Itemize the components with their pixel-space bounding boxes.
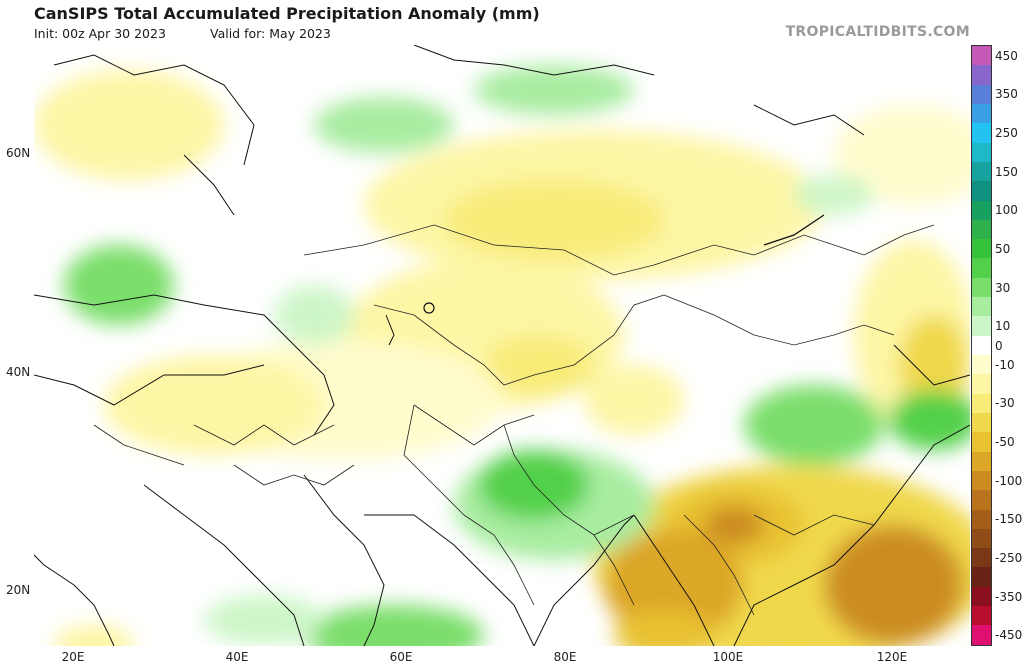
colorbar-label: -250: [995, 551, 1023, 566]
colorbar-swatch: [972, 567, 991, 587]
colorbar-swatch: [972, 412, 991, 433]
valid-time: Valid for: May 2023: [210, 26, 331, 41]
lon-label-20e: 20E: [61, 650, 85, 664]
colorbar-label: -350: [995, 589, 1023, 604]
colorbar-swatch: [972, 432, 991, 452]
colorbar-swatch: [972, 625, 991, 645]
borders: [93, 224, 935, 616]
colorbar-label: 30: [995, 280, 1011, 295]
init-time: Init: 00z Apr 30 2023: [34, 26, 166, 41]
colorbar-label: 100: [995, 203, 1018, 218]
colorbar-swatch: [972, 123, 991, 143]
colorbar-swatch: [972, 490, 991, 510]
colorbar-swatch: [972, 528, 991, 549]
lat-label-20n: 20N: [6, 583, 31, 597]
colorbar-label: 50: [995, 241, 1011, 256]
colorbar-label: 150: [995, 164, 1018, 179]
colorbar-swatch: [972, 239, 991, 259]
colorbar-swatch: [972, 393, 991, 413]
anomaly-field: [34, 65, 970, 646]
lat-label-60n: 60N: [6, 146, 31, 160]
colorbar-swatch: [972, 142, 991, 162]
colorbar-swatch: [972, 548, 991, 568]
colorbar-swatch: [972, 103, 991, 124]
colorbar-swatch: [972, 586, 991, 607]
colorbar-swatch: [972, 258, 991, 278]
colorbar-swatch: [972, 509, 991, 529]
colorbar-label: -450: [995, 628, 1023, 643]
colorbar-swatch: [972, 316, 991, 336]
colorbar-label: 0: [995, 338, 1003, 353]
colorbar-swatch: [972, 181, 991, 201]
colorbar-swatch: [972, 451, 991, 471]
colorbar-swatch: [972, 277, 991, 298]
colorbar-swatch: [972, 355, 991, 375]
colorbar-swatch: [972, 470, 991, 491]
colorbar-swatch: [972, 219, 991, 240]
colorbar: [971, 45, 992, 646]
colorbar-swatch: [972, 84, 991, 104]
colorbar-label: 10: [995, 319, 1011, 334]
coastlines: [34, 45, 970, 646]
colorbar-swatch: [972, 65, 991, 85]
colorbar-swatch: [972, 606, 991, 626]
colorbar-label: -30: [995, 396, 1015, 411]
chart-title: CanSIPS Total Accumulated Precipitation …: [34, 4, 540, 23]
colorbar-label: 250: [995, 125, 1018, 140]
colorbar-swatch: [972, 374, 991, 394]
colorbar-swatch: [972, 335, 991, 355]
lon-label-80e: 80E: [553, 650, 577, 664]
lon-label-40e: 40E: [225, 650, 249, 664]
lon-label-60e: 60E: [389, 650, 413, 664]
colorbar-swatch: [972, 200, 991, 220]
colorbar-label: -100: [995, 473, 1023, 488]
colorbar-label: 450: [995, 48, 1018, 63]
colorbar-label: -150: [995, 512, 1023, 527]
colorbar-label: 350: [995, 87, 1018, 102]
colorbar-label: -50: [995, 435, 1015, 450]
brand-label: TROPICALTIDBITS.COM: [785, 24, 970, 40]
lon-label-120e: 120E: [876, 650, 908, 664]
colorbar-swatch: [972, 297, 991, 317]
colorbar-swatch: [972, 46, 991, 66]
lat-label-40n: 40N: [6, 365, 31, 379]
precip-anomaly-map: [34, 45, 970, 646]
colorbar-label: -10: [995, 357, 1015, 372]
colorbar-swatch: [972, 161, 991, 182]
lon-label-100e: 100E: [712, 650, 744, 664]
